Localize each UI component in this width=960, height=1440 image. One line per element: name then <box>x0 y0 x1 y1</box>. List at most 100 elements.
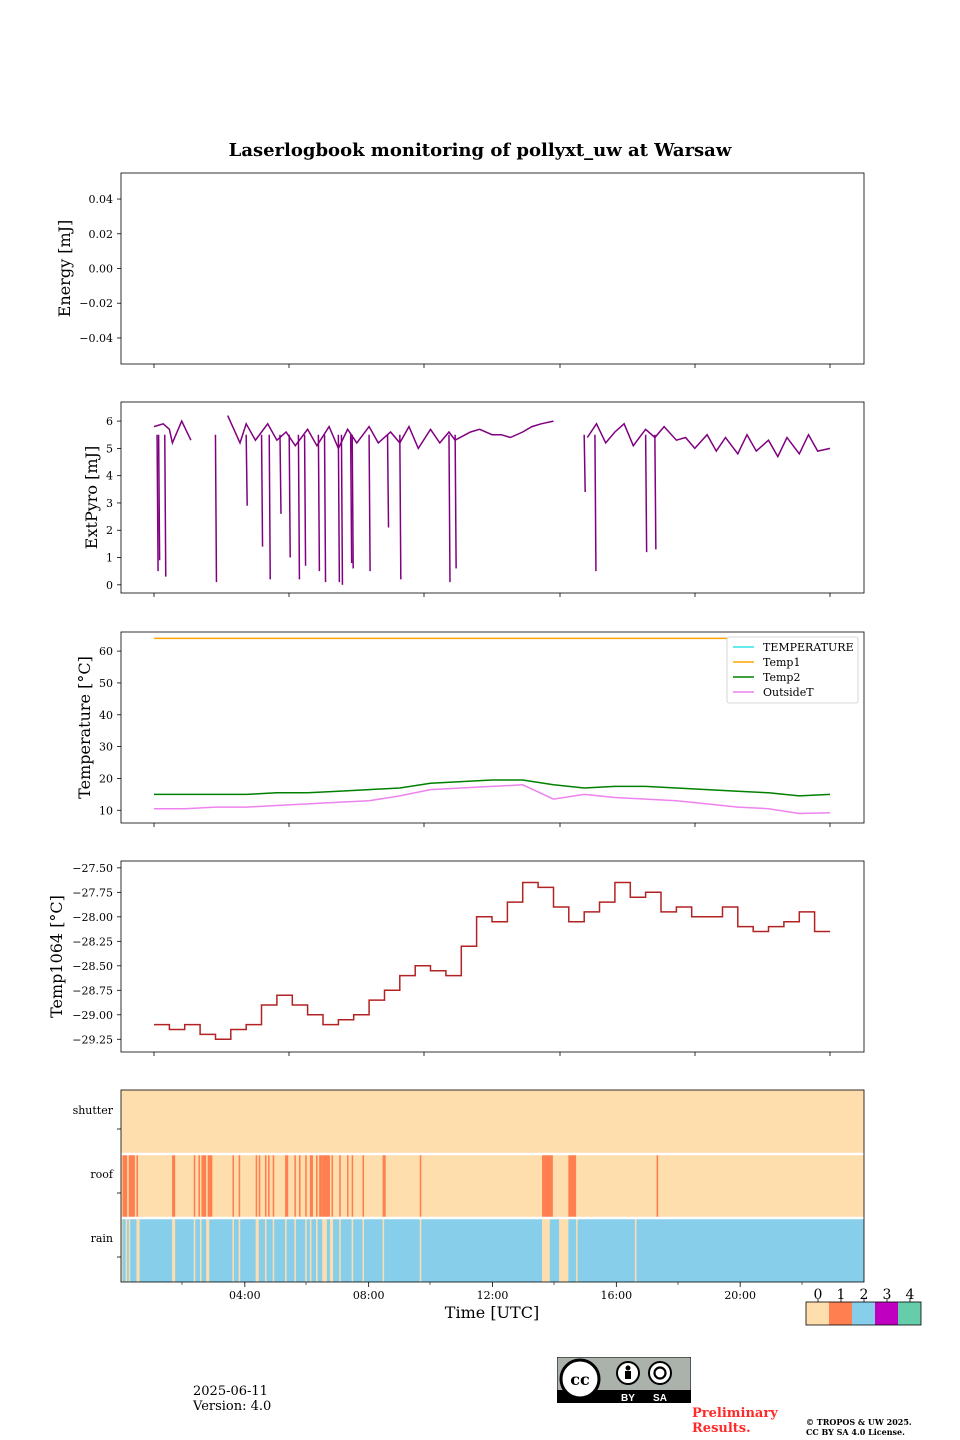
rain-cell <box>559 1219 569 1282</box>
footer-date-version: 2025-06-11 Version: 4.0 <box>193 1384 271 1414</box>
legend-label-outsidet: OutsideT <box>763 686 814 699</box>
status-xtick-label: 08:00 <box>353 1289 385 1302</box>
energy-axes-frame <box>120 172 865 365</box>
extpyro-dip <box>279 434 282 514</box>
extpyro-dip <box>297 434 301 580</box>
extpyro-dip <box>337 434 341 583</box>
temperature-ylabel: Temperature [°C] <box>75 656 94 799</box>
roof-cell <box>346 1155 349 1217</box>
extpyro-dip <box>386 434 390 528</box>
extpyro-dip <box>351 434 354 569</box>
roof-cell <box>656 1155 659 1217</box>
copyright-line-1: © TROPOS & UW 2025. <box>806 1417 912 1427</box>
temperature-ytick-label: 10 <box>99 804 113 817</box>
extpyro-line <box>153 419 192 446</box>
footer-date: 2025-06-11 <box>193 1384 268 1399</box>
temperature-series-outsidet <box>154 784 831 815</box>
rain-cell <box>294 1219 296 1282</box>
temperature-ytick-label: 30 <box>99 741 113 754</box>
copyright-note: © TROPOS & UW 2025. CC BY SA 4.0 License… <box>806 1417 912 1437</box>
extpyro-dip <box>156 434 159 572</box>
rain-cell <box>206 1219 210 1282</box>
rain-cell <box>255 1219 259 1282</box>
extpyro-dip <box>448 434 451 583</box>
rain-cell <box>305 1219 307 1282</box>
roof-cell <box>258 1155 261 1217</box>
extpyro-panel: 6 5 4 3 2 1 0 ExtPyro [mJ] <box>82 401 865 597</box>
temp1064-ytick-label: −28.00 <box>72 911 113 924</box>
roof-cell <box>322 1155 330 1217</box>
extpyro-line <box>586 422 831 459</box>
rain-cell <box>382 1219 385 1282</box>
roof-cell <box>264 1155 267 1217</box>
status-panel: shutter roof rain 04:00 08:00 12:00 16:00 20:00… <box>73 1089 865 1322</box>
temp1064-axes-frame <box>120 860 865 1053</box>
roof-cell <box>193 1155 196 1217</box>
temp1064-ytick-label: −27.50 <box>72 862 113 875</box>
roof-cell <box>339 1155 341 1217</box>
status-xtick-label: 16:00 <box>600 1289 632 1302</box>
status-xtick-label: 12:00 <box>477 1289 509 1302</box>
cc-icon-label: cc <box>570 1370 590 1389</box>
colorbar-label-2: 2 <box>860 1287 869 1303</box>
extpyro-ytick-label: 5 <box>106 442 113 455</box>
extpyro-dip <box>583 434 586 493</box>
extpyro-dip <box>349 434 353 563</box>
colorbar-label-3: 3 <box>883 1287 892 1303</box>
colorbar-swatch-0 <box>806 1302 829 1325</box>
preliminary-note: Preliminary Results. <box>692 1406 778 1436</box>
rain-cell <box>172 1219 176 1282</box>
energy-ytick-label: −0.02 <box>79 297 113 310</box>
extpyro-dip <box>594 434 597 572</box>
roof-cell <box>172 1155 176 1217</box>
figure-title: Laserlogbook monitoring of pollyxt_uw at… <box>228 140 732 161</box>
extpyro-ytick-label: 2 <box>106 524 113 537</box>
roof-cell <box>294 1155 296 1217</box>
roof-cell <box>122 1155 128 1217</box>
extpyro-dip <box>245 434 248 506</box>
temperature-ytick-label: 20 <box>99 772 113 785</box>
roof-cell <box>272 1155 275 1217</box>
temp1064-line <box>154 881 830 1041</box>
roof-cell <box>201 1155 207 1217</box>
roof-cell <box>207 1155 213 1217</box>
temperature-legend-box <box>726 636 859 704</box>
temperature-axes-frame <box>120 631 865 824</box>
colorbar-label-4: 4 <box>906 1287 915 1303</box>
status-row-label-rain: rain <box>91 1232 113 1245</box>
status-xtick-label: 04:00 <box>229 1289 261 1302</box>
rain-cell <box>285 1219 287 1282</box>
temperature-panel: 60 50 40 30 20 10 Temperature [°C] TEMPERATURE T… <box>75 631 865 827</box>
colorbar-swatch-4 <box>898 1302 921 1325</box>
extpyro-dip <box>340 434 344 585</box>
rain-cell <box>125 1219 128 1282</box>
extpyro-dip <box>323 434 327 583</box>
temperature-ytick-label: 40 <box>99 709 113 722</box>
energy-ylabel: Energy [mJ] <box>55 220 74 318</box>
rain-row <box>121 1219 864 1282</box>
roof-cell <box>255 1155 258 1217</box>
extpyro-dip <box>303 434 307 566</box>
rain-cell <box>193 1219 196 1282</box>
shutter-cell <box>121 1090 864 1153</box>
rain-cell <box>339 1219 341 1282</box>
status-xtick-label: 20:00 <box>724 1289 756 1302</box>
rain-cell <box>316 1219 318 1282</box>
energy-ytick-label: 0.04 <box>89 193 114 206</box>
colorbar-swatch-1 <box>829 1302 852 1325</box>
temperature-series-temp2 <box>154 779 831 797</box>
extpyro-dip <box>644 434 648 553</box>
preliminary-line-1: Preliminary <box>692 1406 778 1421</box>
extpyro-ytick-label: 3 <box>106 497 113 510</box>
attribution-icon-head <box>625 1365 631 1371</box>
extpyro-dip <box>399 434 402 580</box>
roof-cell <box>299 1155 301 1217</box>
roof-cell <box>542 1155 553 1217</box>
extpyro-ytick-label: 0 <box>106 579 113 592</box>
cc-by-sa-badge: cc BY SA <box>557 1357 691 1403</box>
attribution-icon-body <box>625 1371 631 1379</box>
energy-panel: 0.04 0.02 0.00 −0.02 −0.04 Energy [mJ] <box>55 172 865 368</box>
roof-cell <box>316 1155 318 1217</box>
roof-cell <box>198 1155 200 1217</box>
